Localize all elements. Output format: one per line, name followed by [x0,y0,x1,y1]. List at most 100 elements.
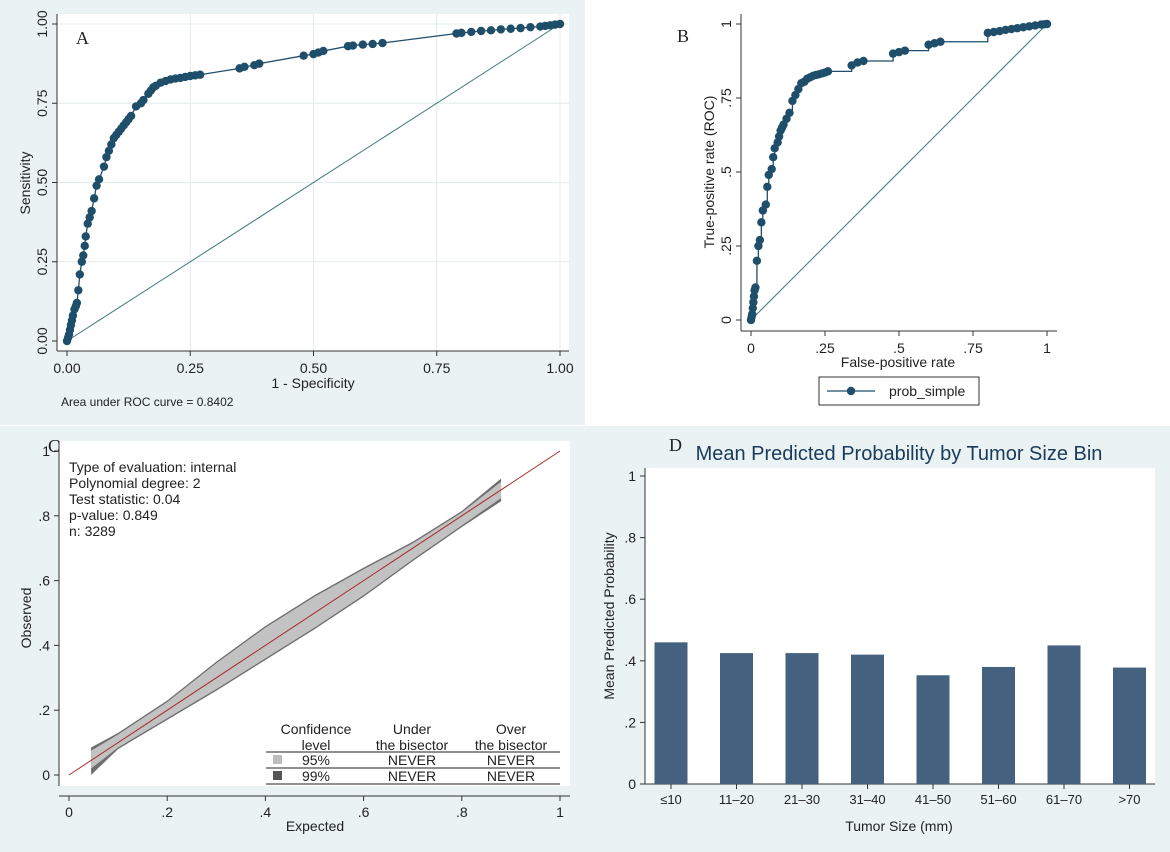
x-tick-label: ≤10 [660,792,682,807]
roc-point [823,67,833,76]
auc-annotation: Area under ROC curve = 0.8402 [61,395,234,409]
roc-point [240,62,249,71]
y-axis-label: Mean Predicted Probability [601,532,617,699]
info-line: Type of evaluation: internal [69,459,236,475]
roc-point [104,146,114,155]
calibration-chart-c: 0 .2 .4 .6 .8 1 0 .2 .4 .6 .8 1 Expected Observed C Typ… [18,436,570,834]
y-tick-label: .25 [718,236,734,256]
x-axis-label: Expected [286,818,344,834]
roc-point [496,25,506,34]
bar [654,642,688,784]
table-under: NEVER [388,768,436,784]
roc-point [80,241,89,251]
y-tick-label: 0 [718,316,734,324]
x-tick-label: .8 [456,804,468,820]
table-over: NEVER [487,768,535,784]
roc-point [126,111,136,121]
x-tick-label: .75 [963,340,983,356]
bar [785,653,819,784]
roc-point [755,235,765,245]
roc-point [139,95,148,105]
table-level: 95% [302,752,330,768]
table-level: 99% [302,768,330,784]
roc-chart-b: 0 .25 .5 .75 1 0 .25 .5 .75 1 False-positive rate T… [677,14,1057,406]
bar [851,654,884,784]
roc-point [763,182,772,191]
roc-point [467,27,476,37]
roc-point [769,153,778,162]
y-tick-label: 0.25 [34,248,50,275]
x-tick-label: 0.75 [423,360,450,376]
bar [982,666,1015,784]
y-tick-label: .2 [38,702,50,718]
x-axis-label: Tumor Size (mm) [845,818,953,834]
roc-point [75,270,85,279]
roc-point [368,39,377,49]
x-tick-label: >70 [1118,792,1140,807]
roc-point [255,59,264,68]
x-tick-label: 61–70 [1046,792,1082,807]
bar-chart-d: 0 .2 .4 .6 .8 1 ≤10 11–20 21–30 31–40 41–50 51–60 61… [601,435,1155,834]
roc-point [900,46,910,55]
table-swatch [273,755,282,764]
roc-point [99,162,109,171]
panel-letter: A [76,28,89,48]
roc-point [85,213,94,222]
roc-point [767,164,776,174]
panel-letter: C [48,436,60,456]
roc-point [358,40,367,49]
reference-line [66,23,561,342]
roc-point [348,41,358,50]
x-tick-label: 21–30 [784,792,820,807]
roc-point [752,256,762,265]
reference-line [750,23,1048,321]
bar [1047,645,1081,784]
info-line: p-value: 0.849 [69,507,158,523]
table-header: Under [393,721,431,737]
calibration-panel-c: 0 .2 .4 .6 .8 1 0 .2 .4 .6 .8 1 Expected Observed C Typ… [0,426,585,852]
roc-point [195,70,205,79]
table-header: level [302,737,331,753]
roc-point [94,175,104,184]
y-axis-label: Sensitivity [17,151,33,214]
roc-chart-a: 0.00 0.25 0.50 0.75 1.00 0.00 0.25 0.50 0.75 1.00… [17,10,574,409]
roc-panel-b: 0 .25 .5 .75 1 0 .25 .5 .75 1 False-positive rate T… [585,0,1170,425]
roc-point [72,298,82,308]
y-tick-label: .4 [624,653,636,669]
x-tick-label: 0 [747,340,755,356]
y-tick-label: 0.50 [34,169,50,196]
table-under: NEVER [388,752,436,768]
x-tick-label: .6 [358,804,370,820]
roc-point [89,194,99,203]
roc-point [92,181,101,190]
x-axis-label: False-positive rate [841,354,956,370]
y-tick-label: .75 [718,88,734,108]
y-tick-label: .8 [38,508,50,524]
roc-point [1042,19,1052,29]
roc-point [87,206,96,216]
x-tick-label: 1 [556,804,564,820]
x-tick-label: 1.00 [546,360,573,376]
roc-point [476,26,486,36]
y-tick-label: 1 [718,20,734,28]
legend-marker [846,386,856,396]
info-line: n: 3289 [69,523,116,539]
y-tick-label: .2 [624,714,636,730]
y-tick-label: 1.00 [34,10,50,37]
legend-label: prob_simple [889,383,965,399]
roc-point [936,37,945,46]
y-tick-label: 0 [42,767,50,783]
x-tick-label: 11–20 [719,792,754,807]
roc-point [74,286,83,295]
y-tick-label: 0 [628,776,636,792]
x-tick-label: .4 [260,804,272,820]
x-axis-label: 1 - Specificity [271,375,354,391]
table-over: NEVER [487,752,535,768]
roc-point [757,218,766,227]
roc-point [526,22,535,32]
panel-letter: B [677,26,689,46]
roc-point [77,257,86,266]
roc-point [555,19,565,29]
roc-point [761,200,770,209]
roc-point [102,152,111,162]
